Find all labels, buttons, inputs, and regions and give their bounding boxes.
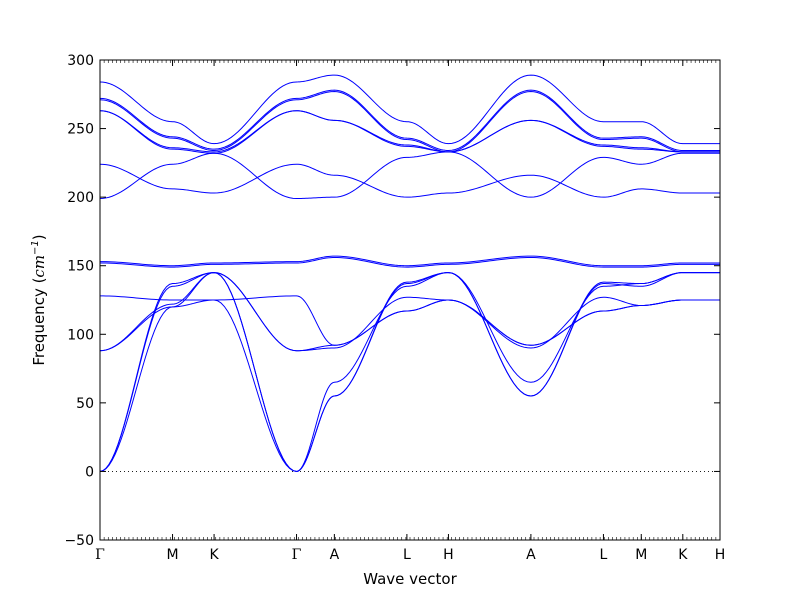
x-tick-label: A xyxy=(526,547,536,563)
x-tick-label: L xyxy=(600,547,608,563)
y-tick-label: 100 xyxy=(67,327,94,343)
dispersion-branch-13 xyxy=(99,91,720,153)
y-label-unit: cm xyxy=(30,255,48,278)
plot-frame xyxy=(99,59,721,541)
dispersion-branch-10 xyxy=(99,151,720,200)
y-tick-label: 50 xyxy=(76,396,94,412)
x-axis-label: Wave vector xyxy=(363,570,457,588)
dispersion-branch-14 xyxy=(99,89,720,152)
y-tick-label: −50 xyxy=(64,533,94,549)
x-tick-label: M xyxy=(635,547,647,563)
y-axis-label: Frequency (cm−1) xyxy=(30,234,48,365)
y-tick-label: 150 xyxy=(67,259,94,275)
y-tick-label: 300 xyxy=(67,53,94,69)
y-tick-label: 0 xyxy=(85,464,94,480)
dispersion-branch-15 xyxy=(99,74,720,145)
x-tick-label: A xyxy=(330,547,340,563)
y-tick-label: 200 xyxy=(67,190,94,206)
x-tick-label: Γ xyxy=(292,547,302,563)
x-tick-label: H xyxy=(715,547,726,563)
series-group xyxy=(99,74,720,472)
plot-area: −50 0 50 100 150 200 250 300 Γ M K Γ A L H A L M K H xyxy=(64,53,725,563)
dispersion-branch-7 xyxy=(99,256,720,268)
x-tick-label: K xyxy=(209,547,219,563)
x-tick-label: K xyxy=(678,547,688,563)
dispersion-branch-8 xyxy=(99,255,720,267)
dispersion-branch-12 xyxy=(99,110,720,153)
y-label-exponent: −1 xyxy=(30,240,41,255)
x-tick-label: M xyxy=(166,547,178,563)
y-tick-label: 250 xyxy=(67,122,94,138)
y-label-prefix: Frequency ( xyxy=(30,278,48,366)
y-ticks: −50 0 50 100 150 200 250 300 xyxy=(64,53,720,549)
y-label-suffix: ) xyxy=(30,234,48,240)
dispersion-branch-6 xyxy=(99,295,720,346)
dispersion-branch-11 xyxy=(99,110,720,154)
dispersion-branch-9 xyxy=(99,163,720,198)
x-tick-label: H xyxy=(443,547,454,563)
x-tick-label: L xyxy=(403,547,411,563)
x-tick-label: Γ xyxy=(95,547,105,563)
